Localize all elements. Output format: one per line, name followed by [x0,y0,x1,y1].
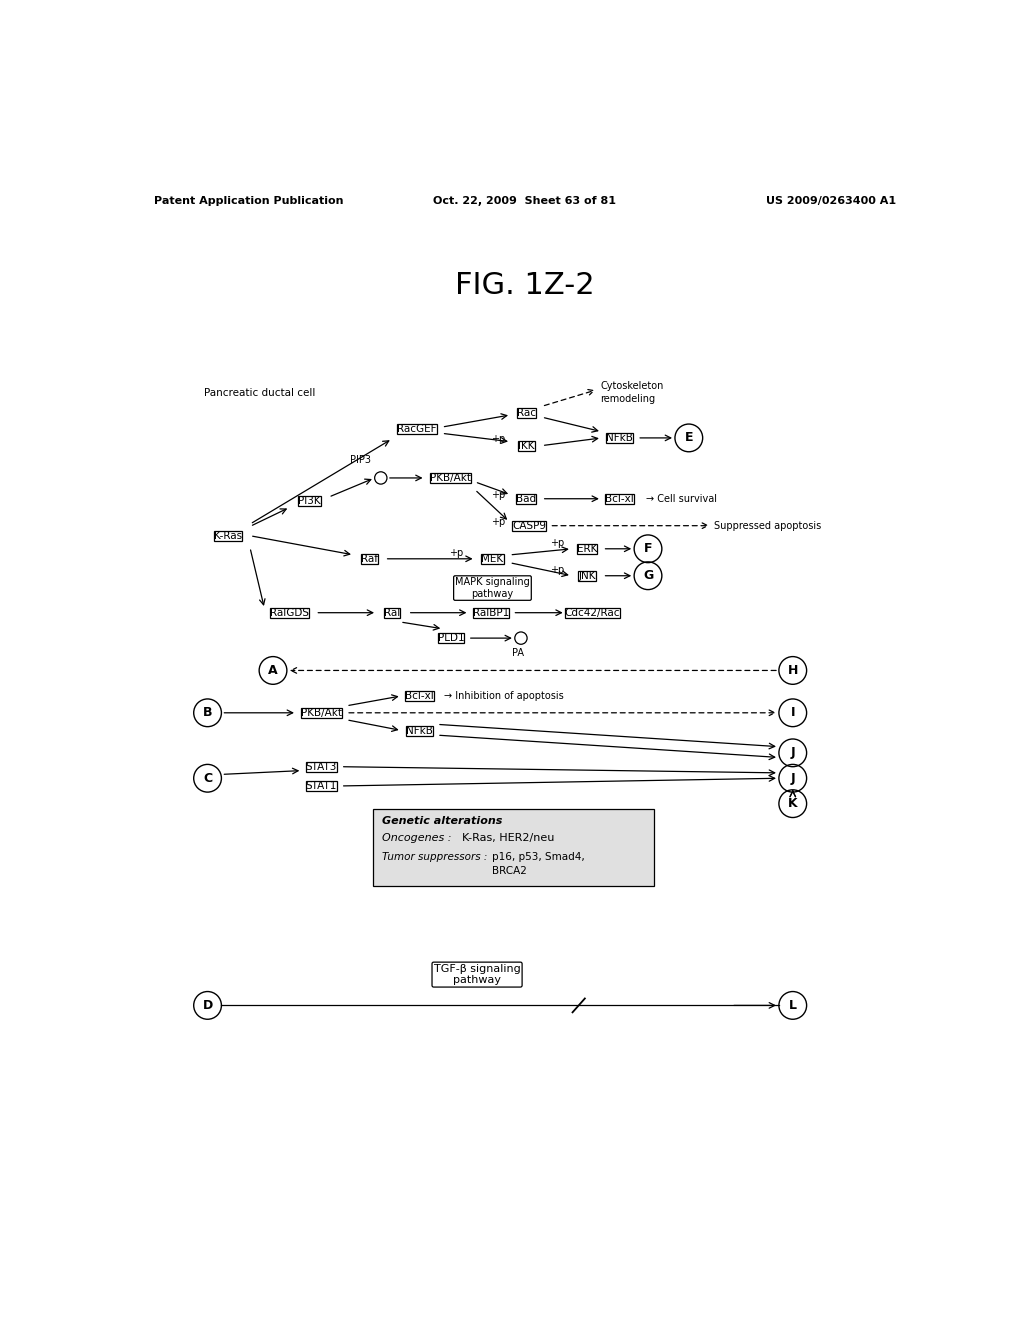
Text: → Cell survival: → Cell survival [646,494,718,504]
Text: J: J [791,746,795,759]
Text: NFkB: NFkB [406,726,433,735]
Text: Genetic alterations: Genetic alterations [382,816,503,825]
Text: Bcl-xl: Bcl-xl [605,494,634,504]
Text: ERK: ERK [577,544,597,554]
Text: Suppressed apoptosis: Suppressed apoptosis [714,520,821,531]
Text: PKB/Akt: PKB/Akt [430,473,471,483]
Text: L: L [788,999,797,1012]
Text: IKK: IKK [518,441,535,450]
Text: FIG. 1Z-2: FIG. 1Z-2 [455,271,595,300]
Text: B: B [203,706,212,719]
Text: PA: PA [512,648,524,657]
Text: +p: +p [449,548,463,557]
Text: MAPK signaling
pathway: MAPK signaling pathway [455,577,529,599]
Text: Rac: Rac [517,408,536,417]
Text: RacGEF: RacGEF [397,425,437,434]
Text: E: E [685,432,693,445]
Text: A: A [268,664,278,677]
Text: J: J [791,772,795,785]
Text: RalBP1: RalBP1 [473,607,509,618]
Text: remodeling: remodeling [600,393,655,404]
Text: Oct. 22, 2009  Sheet 63 of 81: Oct. 22, 2009 Sheet 63 of 81 [433,195,616,206]
Text: NFkB: NFkB [606,433,633,444]
Text: I: I [791,706,795,719]
Text: RalGDS: RalGDS [270,607,309,618]
Text: Bcl-xl: Bcl-xl [404,690,434,701]
Text: Cytoskeleton: Cytoskeleton [600,380,664,391]
Text: PIP3: PIP3 [350,455,371,465]
Text: Bad: Bad [516,494,537,504]
Text: STAT1: STAT1 [306,781,337,791]
Text: PI3K: PI3K [298,496,321,506]
Text: +p: +p [490,517,505,527]
Text: Patent Application Publication: Patent Application Publication [154,195,343,206]
Text: CASP9: CASP9 [512,520,547,531]
Text: H: H [787,664,798,677]
Text: +p: +p [490,490,505,500]
Text: K-Ras: K-Ras [214,531,243,541]
Text: C: C [203,772,212,785]
Text: D: D [203,999,213,1012]
Text: Oncogenes :: Oncogenes : [382,833,452,843]
Text: +p: +p [550,565,564,576]
FancyBboxPatch shape [373,809,654,886]
Text: MEK: MEK [481,554,504,564]
Text: K-Ras, HER2/neu: K-Ras, HER2/neu [462,833,554,843]
Text: US 2009/0263400 A1: US 2009/0263400 A1 [766,195,896,206]
Text: +p: +p [550,539,564,548]
Text: K: K [787,797,798,810]
Text: Ral: Ral [384,607,400,618]
Text: G: G [643,569,653,582]
Text: TGF-β signaling
pathway: TGF-β signaling pathway [434,964,520,986]
Text: Pancreatic ductal cell: Pancreatic ductal cell [204,388,315,399]
Text: PKB/Akt: PKB/Akt [301,708,342,718]
Text: JNK: JNK [579,570,596,581]
Text: Raf: Raf [360,554,378,564]
Text: Cdc42/Rac: Cdc42/Rac [565,607,621,618]
Text: F: F [644,543,652,556]
Text: +p: +p [490,434,505,445]
Text: Tumor suppressors :: Tumor suppressors : [382,851,487,862]
Text: BRCA2: BRCA2 [493,866,527,875]
Text: → Inhibition of apoptosis: → Inhibition of apoptosis [444,690,563,701]
Text: p16, p53, Smad4,: p16, p53, Smad4, [493,851,585,862]
Text: PLD1: PLD1 [437,634,464,643]
Text: STAT3: STAT3 [306,762,337,772]
